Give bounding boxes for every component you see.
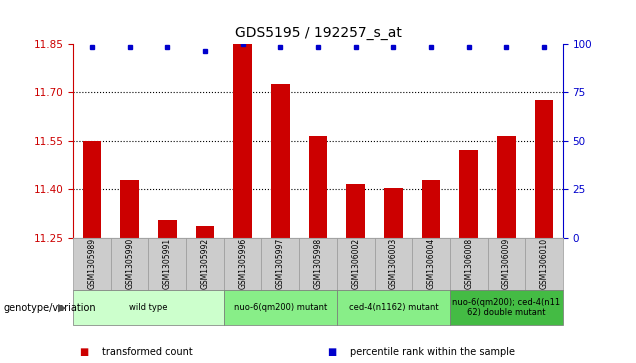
Bar [261,238,299,290]
Bar [148,238,186,290]
Bar [73,290,224,325]
Text: ced-4(n1162) mutant: ced-4(n1162) mutant [349,303,438,312]
Bar [120,180,139,238]
Bar [412,238,450,290]
Bar [459,150,478,238]
Text: GSM1305991: GSM1305991 [163,237,172,289]
Text: GSM1306010: GSM1306010 [539,237,548,289]
Bar [525,238,563,290]
Bar [224,290,337,325]
Text: wild type: wild type [129,303,168,312]
Text: GSM1306002: GSM1306002 [351,237,360,289]
Text: ▶: ▶ [59,303,67,313]
Text: GSM1305989: GSM1305989 [88,237,97,289]
Bar [337,290,450,325]
Bar [233,44,252,238]
Bar [271,84,290,238]
Bar [450,238,488,290]
Text: GSM1306009: GSM1306009 [502,237,511,289]
Title: GDS5195 / 192257_s_at: GDS5195 / 192257_s_at [235,26,401,40]
Bar [158,220,177,238]
Text: nuo-6(qm200) mutant: nuo-6(qm200) mutant [233,303,327,312]
Bar [83,141,101,238]
Bar [450,290,563,325]
Bar [384,188,403,238]
Text: GSM1305997: GSM1305997 [276,237,285,289]
Text: ■: ■ [328,347,337,357]
Bar [196,227,214,238]
Text: GSM1306004: GSM1306004 [427,237,436,289]
Bar [422,180,441,238]
Bar [299,238,337,290]
Text: GSM1305990: GSM1305990 [125,237,134,289]
Text: GSM1306003: GSM1306003 [389,237,398,289]
Bar [224,238,261,290]
Bar [346,184,365,238]
Bar [111,238,148,290]
Bar [488,238,525,290]
Bar [73,238,111,290]
Text: GSM1305992: GSM1305992 [200,237,209,289]
Bar [375,238,412,290]
Bar [308,136,328,238]
Bar [535,100,553,238]
Text: ■: ■ [80,347,89,357]
Bar [186,238,224,290]
Text: GSM1305998: GSM1305998 [314,237,322,289]
Text: GSM1306008: GSM1306008 [464,237,473,289]
Text: genotype/variation: genotype/variation [3,303,96,313]
Bar [497,136,516,238]
Bar [337,238,375,290]
Text: transformed count: transformed count [102,347,193,357]
Text: GSM1305996: GSM1305996 [238,237,247,289]
Text: nuo-6(qm200); ced-4(n11
62) double mutant: nuo-6(qm200); ced-4(n11 62) double mutan… [452,298,560,317]
Text: percentile rank within the sample: percentile rank within the sample [350,347,515,357]
